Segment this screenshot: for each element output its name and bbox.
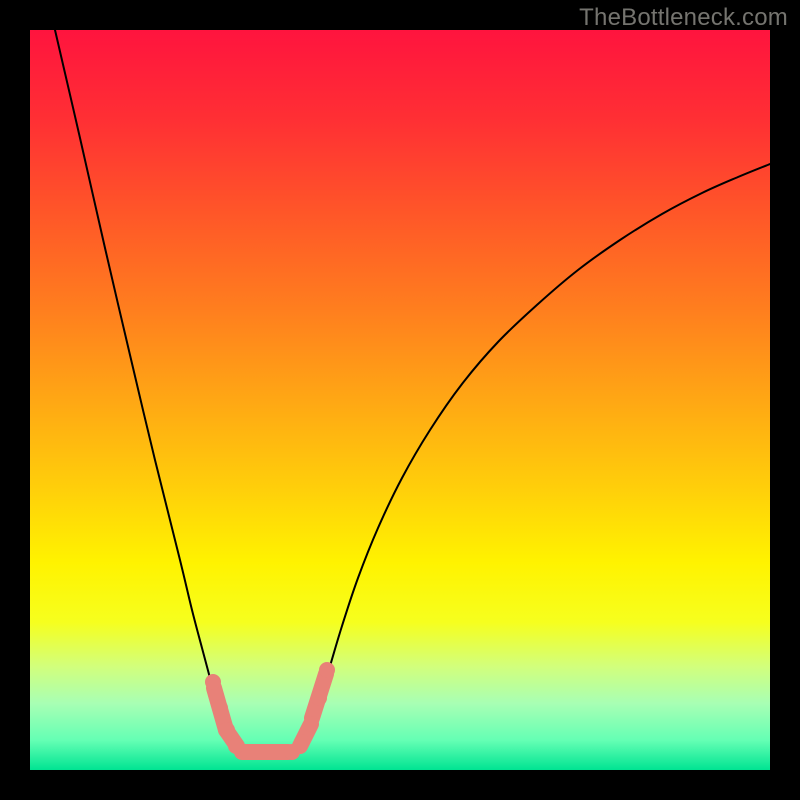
watermark-text: TheBottleneck.com bbox=[579, 4, 788, 32]
chart-svg bbox=[0, 0, 800, 800]
chart-frame: TheBottleneck.com bbox=[0, 0, 800, 800]
